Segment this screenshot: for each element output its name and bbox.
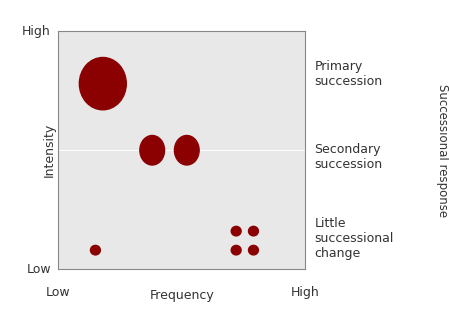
Y-axis label: Intensity: Intensity xyxy=(43,123,56,177)
Text: High: High xyxy=(22,25,51,38)
Text: Low: Low xyxy=(46,286,70,299)
Text: Little
successional
change: Little successional change xyxy=(314,217,394,260)
Ellipse shape xyxy=(231,226,241,236)
Ellipse shape xyxy=(249,226,259,236)
Text: Primary
succession: Primary succession xyxy=(314,60,383,88)
Text: High: High xyxy=(291,286,320,299)
Ellipse shape xyxy=(231,245,241,255)
Ellipse shape xyxy=(175,136,199,165)
Ellipse shape xyxy=(79,58,126,110)
Ellipse shape xyxy=(249,245,259,255)
Ellipse shape xyxy=(91,245,101,255)
X-axis label: Frequency: Frequency xyxy=(150,289,214,302)
Text: Successional response: Successional response xyxy=(436,84,449,217)
Text: Secondary
succession: Secondary succession xyxy=(314,143,383,172)
Ellipse shape xyxy=(140,136,164,165)
Text: Low: Low xyxy=(26,263,51,276)
